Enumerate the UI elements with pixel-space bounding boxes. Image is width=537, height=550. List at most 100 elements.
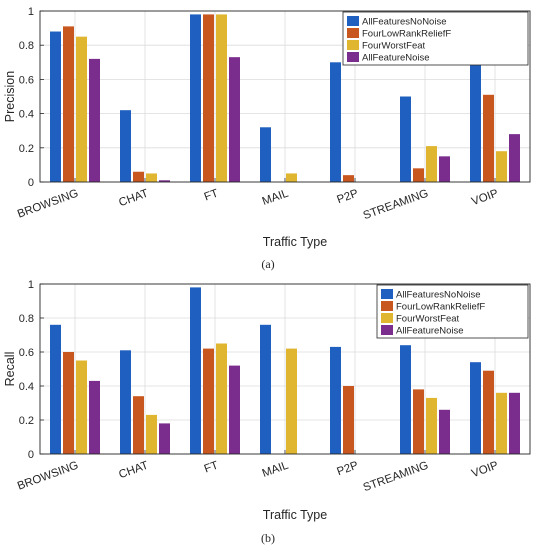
bar-fourworstfeat-browsing — [76, 360, 87, 454]
bar-allfeaturesnonoise-mail — [260, 324, 271, 454]
bar-fourworstfeat-streaming — [426, 397, 437, 454]
x-axis-title: Traffic Type — [263, 235, 327, 249]
y-tick-label: 1 — [28, 279, 34, 291]
x-tick-label: FT — [203, 460, 220, 476]
bar-allfeaturesnonoise-chat — [120, 110, 131, 182]
chart-panel-b: 0 0.2 0.4 0.6 0.8 1 BROWSING CHAT FT MAIL P2P STREA… — [3, 279, 531, 545]
bar-fourlowrankrelieff-ft — [203, 14, 214, 183]
panel-label: (b) — [261, 531, 275, 545]
y-tick-label: 1 — [28, 6, 34, 18]
legend-swatch — [347, 28, 359, 38]
bar-allfeaturenoise-ft — [229, 365, 240, 454]
x-tick-label: P2P — [335, 459, 360, 478]
axes-box — [39, 10, 531, 183]
bar-allfeaturenoise-browsing — [89, 58, 100, 182]
x-tick-label: MAIL — [261, 187, 291, 208]
legend-swatch — [381, 301, 393, 311]
bar-allfeaturenoise-voip — [509, 134, 520, 182]
bar-allfeaturesnonoise-ft — [190, 287, 201, 454]
legend-swatch — [347, 40, 359, 50]
legend-swatch — [381, 313, 393, 323]
y-tick-label: 0 — [28, 177, 34, 189]
y-tick-label: 0.8 — [19, 40, 34, 52]
legend-box — [376, 284, 529, 339]
bar-fourlowrankrelieff-p2p — [343, 386, 354, 454]
bar-fourlowrankrelieff-voip — [483, 94, 494, 182]
bar-allfeaturesnonoise-voip — [470, 48, 481, 183]
x-axis-title: Traffic Type — [263, 508, 327, 522]
x-tick-label: CHAT — [117, 460, 150, 482]
bar-fourworstfeat-chat — [146, 173, 157, 182]
bar-fourworstfeat-ft — [216, 14, 227, 183]
bar-allfeaturesnonoise-p2p — [330, 346, 341, 454]
y-tick-label: 0.4 — [19, 109, 34, 121]
legend-label: AllFeaturesNoNoise — [362, 17, 446, 28]
y-axis-title: Precision — [3, 71, 17, 122]
x-tick-label: STREAMING — [362, 460, 430, 495]
y-tick-label: 0.2 — [19, 415, 34, 427]
y-tick-label: 0 — [28, 449, 34, 461]
bar-allfeaturesnonoise-streaming — [400, 345, 411, 454]
y-tick-label: 0.2 — [19, 143, 34, 155]
panel-label: (a) — [261, 257, 274, 271]
bar-fourlowrankrelieff-chat — [133, 396, 144, 454]
bar-allfeaturenoise-browsing — [89, 380, 100, 454]
x-tick-label: MAIL — [261, 459, 291, 480]
axes-box — [39, 283, 531, 455]
legend-label: FourLowRankReliefF — [396, 302, 485, 313]
bar-allfeaturesnonoise-chat — [120, 350, 131, 454]
bar-allfeaturenoise-streaming — [439, 156, 450, 182]
bar-fourworstfeat-chat — [146, 414, 157, 454]
legend-swatch — [381, 289, 393, 299]
bar-fourworstfeat-voip — [496, 392, 507, 454]
y-tick-label: 0.6 — [19, 347, 34, 359]
bar-fourlowrankrelieff-ft — [203, 348, 214, 454]
chart-panel-a: 0 0.2 0.4 0.6 0.8 1 BROWSING CHAT FT MAIL P2P STREA… — [3, 6, 531, 271]
bar-fourworstfeat-mail — [286, 173, 297, 182]
legend: AllFeaturesNoNoiseFourLowRankReliefFFour… — [342, 11, 529, 66]
bar-allfeaturenoise-voip — [509, 392, 520, 454]
legend-box — [342, 11, 529, 66]
legend-label: FourLowRankReliefF — [362, 29, 451, 40]
bar-allfeaturesnonoise-ft — [190, 14, 201, 183]
bar-fourworstfeat-browsing — [76, 36, 87, 183]
legend-swatch — [381, 325, 393, 335]
bar-allfeaturenoise-streaming — [439, 409, 450, 454]
bar-allfeaturesnonoise-voip — [470, 362, 481, 454]
legend-label: AllFeatureNoise — [362, 53, 430, 64]
legend-label: FourWorstFeat — [396, 314, 460, 325]
legend: AllFeaturesNoNoiseFourLowRankReliefFFour… — [376, 284, 529, 339]
legend-label: AllFeatureNoise — [396, 326, 464, 337]
x-tick-label: VOIP — [470, 459, 500, 480]
bar-fourworstfeat-streaming — [426, 146, 437, 182]
y-tick-label: 0.8 — [19, 313, 34, 325]
legend-label: AllFeaturesNoNoise — [396, 290, 480, 301]
x-tick-label: BROWSING — [16, 188, 80, 221]
x-tick-label: VOIP — [470, 187, 500, 208]
legend-label: FourWorstFeat — [362, 41, 426, 52]
bar-fourlowrankrelieff-browsing — [63, 26, 74, 182]
x-tick-label: STREAMING — [362, 188, 430, 223]
x-tick-label: BROWSING — [16, 460, 80, 493]
legend-swatch — [347, 16, 359, 26]
bar-fourlowrankrelieff-voip — [483, 370, 494, 454]
x-tick-label: CHAT — [117, 188, 150, 210]
bar-allfeaturesnonoise-mail — [260, 127, 271, 182]
x-tick-label: P2P — [335, 187, 360, 206]
bar-allfeaturenoise-chat — [159, 423, 170, 454]
bar-fourworstfeat-mail — [286, 348, 297, 454]
bar-allfeaturenoise-ft — [229, 57, 240, 182]
bar-allfeaturesnonoise-browsing — [50, 31, 61, 182]
bar-fourlowrankrelieff-browsing — [63, 352, 74, 454]
bar-fourlowrankrelieff-chat — [133, 171, 144, 182]
bar-fourworstfeat-voip — [496, 151, 507, 182]
bar-allfeaturesnonoise-streaming — [400, 96, 411, 182]
legend-swatch — [347, 52, 359, 62]
y-tick-label: 0.6 — [19, 74, 34, 86]
bar-allfeaturesnonoise-p2p — [330, 62, 341, 182]
bar-fourlowrankrelieff-p2p — [343, 175, 354, 182]
y-axis-title: Recall — [3, 352, 17, 387]
bar-fourlowrankrelieff-streaming — [413, 168, 424, 182]
y-tick-label: 0.4 — [19, 381, 34, 393]
